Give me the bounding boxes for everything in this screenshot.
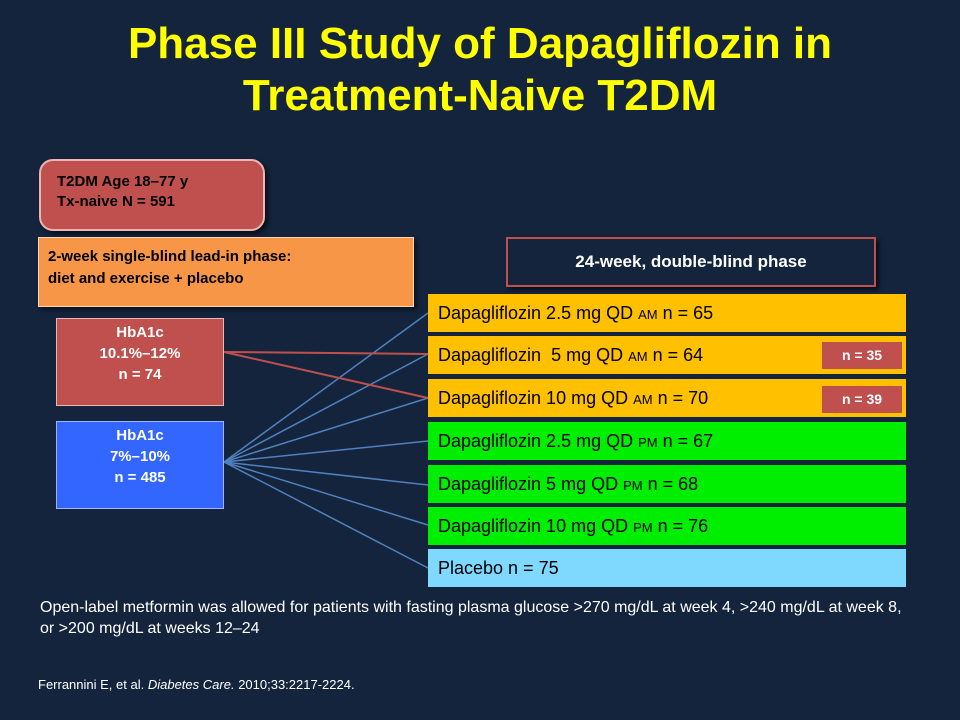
hba1c-main-range: 7%–10%: [109, 448, 171, 465]
hba1c-high-range: 10.1%–12%: [99, 345, 181, 362]
reference-authors: Ferrannini E, et al.: [38, 677, 145, 692]
high-hba1c-n-badge: n = 35: [822, 342, 902, 369]
hba1c-high-box: HbA1c 10.1%–12% n = 74: [56, 318, 224, 406]
arm-label: Dapagliflozin 10 mg QD: [438, 388, 629, 408]
arm-time: AM: [628, 349, 648, 364]
population-age: T2DM Age 18–77 y: [57, 173, 189, 190]
arm-time: AM: [638, 307, 658, 322]
connector-main-to-arm-5: [223, 461, 429, 486]
reference-citation: 2010;33:2217-2224.: [238, 677, 355, 692]
arm-label: Dapagliflozin 2.5 mg QD: [438, 303, 634, 323]
hba1c-high-n: n = 74: [118, 366, 162, 383]
connector-high-to-arm-2: [223, 351, 429, 355]
reference-journal: Diabetes Care.: [147, 677, 235, 692]
population-n: Tx-naive N = 591: [57, 193, 175, 210]
arm-box: Dapagliflozin 2.5 mg QD PM n = 67: [428, 422, 906, 460]
hba1c-main-box: HbA1c 7%–10% n = 485: [56, 421, 224, 509]
arm-time: PM: [633, 520, 653, 535]
hba1c-main-n: n = 485: [114, 469, 166, 486]
arm-label: Dapagliflozin 2.5 mg QD: [438, 431, 634, 451]
arm-box: Dapagliflozin 5 mg QD PM n = 68: [428, 465, 906, 503]
double-blind-box: 24-week, double-blind phase: [506, 237, 876, 287]
title-line-2: Treatment-Naive T2DM: [242, 71, 718, 120]
connector-main-to-placebo: [223, 461, 429, 569]
title-line-1: Phase III Study of Dapagliflozin in: [127, 19, 833, 68]
arm-label: Placebo n = 75: [438, 558, 559, 578]
arm-n: n = 70: [657, 388, 709, 408]
lead-in-line-2: diet and exercise + placebo: [48, 270, 244, 287]
placebo-box: Placebo n = 75: [428, 549, 906, 587]
arm-n: n = 67: [662, 431, 714, 451]
connector-main-to-arm-6: [223, 461, 429, 526]
arm-n: n = 68: [647, 474, 699, 494]
lead-in-line-1: 2-week single-blind lead-in phase:: [48, 248, 292, 265]
connector-main-to-arm-1: [223, 312, 429, 463]
arm-label: Dapagliflozin 10 mg QD: [438, 516, 629, 536]
hba1c-main-label: HbA1c: [116, 427, 164, 444]
arm-n: n = 76: [657, 516, 709, 536]
hba1c-high-label: HbA1c: [116, 324, 164, 341]
connector-main-to-arm-2: [223, 353, 429, 463]
arm-n: n = 64: [652, 345, 704, 365]
arm-n: n = 65: [662, 303, 714, 323]
arm-box: Dapagliflozin 10 mg QD PM n = 76: [428, 507, 906, 545]
arm-time: PM: [623, 478, 643, 493]
lead-in-box: 2-week single-blind lead-in phase: diet …: [38, 237, 414, 307]
arm-time: AM: [633, 392, 653, 407]
high-hba1c-n-badge: n = 39: [822, 386, 902, 413]
connector-high-to-arm-3: [223, 351, 429, 399]
arm-box: Dapagliflozin 2.5 mg QD AM n = 65: [428, 294, 906, 332]
arm-time: PM: [638, 435, 658, 450]
population-box: T2DM Age 18–77 y Tx-naive N = 591: [39, 159, 265, 231]
connector-main-to-arm-4: [223, 440, 429, 463]
connector-main-to-arm-3: [223, 397, 429, 463]
page-title: Phase III Study of Dapagliflozin in Trea…: [0, 18, 960, 122]
metformin-note: Open-label metformin was allowed for pat…: [40, 599, 902, 637]
reference: Ferrannini E, et al. Diabetes Care. 2010…: [38, 677, 355, 693]
arm-label: Dapagliflozin 5 mg QD: [438, 474, 619, 494]
arm-label: Dapagliflozin 5 mg QD: [438, 345, 624, 365]
